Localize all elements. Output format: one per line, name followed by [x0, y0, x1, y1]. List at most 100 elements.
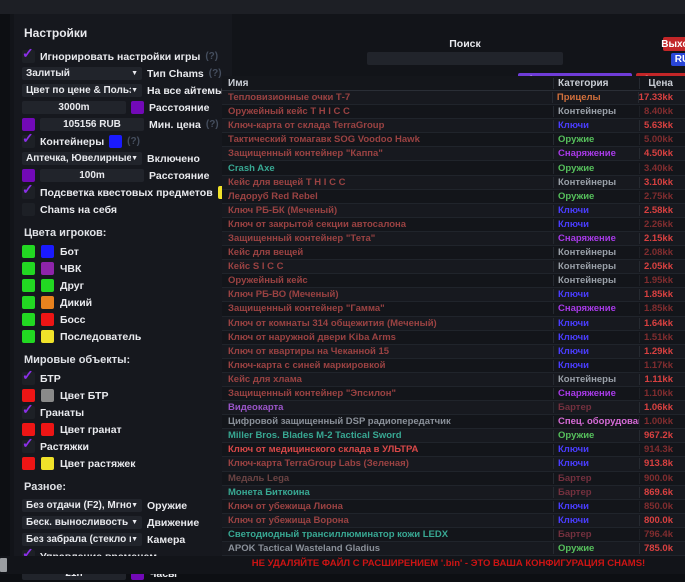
settings-row-label: Гранаты: [40, 406, 85, 419]
table-row[interactable]: Ключ-карта с синей маркировкой Ключи 1.17k…: [222, 358, 685, 373]
language-button[interactable]: RU: [671, 53, 685, 66]
dropdown[interactable]: Аптечка, Ювелирные и...▼: [22, 152, 142, 165]
table-row[interactable]: Защищенный контейнер "Каппа" Снаряжение 4.…: [222, 147, 685, 162]
left-scrollbar-thumb[interactable]: [0, 558, 7, 572]
color-pair-row: Последователь: [22, 328, 232, 345]
value-input[interactable]: 3000m: [22, 101, 126, 114]
color-swatch[interactable]: [41, 457, 54, 470]
table-row[interactable]: Ключ РБ-ВО (Меченый) Ключи 1.85kk: [222, 288, 685, 303]
color-swatch[interactable]: [22, 169, 35, 182]
color-swatch[interactable]: [109, 135, 123, 148]
item-category: Ключи: [553, 289, 639, 301]
table-row[interactable]: Светодиодный трансиллюминатор кожи LEDX Б…: [222, 527, 685, 542]
settings-row-label: Оружие: [147, 499, 188, 512]
checkbox[interactable]: ✓: [22, 131, 35, 148]
table-row[interactable]: Видеокарта Бартер 1.06kk: [222, 401, 685, 416]
item-name: Кейс S I C C: [228, 261, 284, 273]
checkbox[interactable]: ✓: [22, 402, 35, 419]
color-swatch[interactable]: [41, 330, 54, 343]
dropdown[interactable]: Без забрала (стекло шлема)▼: [22, 533, 142, 546]
item-category: Ключи: [553, 120, 639, 132]
color-swatch[interactable]: [131, 101, 144, 114]
color-swatch[interactable]: [41, 389, 54, 402]
table-row[interactable]: Защищенный контейнер "Тета" Снаряжение 2.1…: [222, 231, 685, 247]
checkbox[interactable]: ✓: [22, 436, 35, 453]
dropdown[interactable]: Без отдачи (F2), Мгновенное п▼: [22, 499, 142, 512]
item-price: 17.33kk: [637, 92, 685, 104]
table-row[interactable]: Ледоруб Red Rebel Оружие 2.75kk: [222, 189, 685, 204]
checkbox[interactable]: ✓: [22, 46, 35, 63]
color-swatch[interactable]: [41, 262, 54, 275]
color-swatch[interactable]: [41, 245, 54, 258]
table-row[interactable]: Ключ от медицинского склада в УЛЬТРА Ключ…: [222, 443, 685, 458]
checkbox[interactable]: ✓: [22, 368, 35, 385]
item-name: Crash Axe: [228, 162, 275, 174]
item-name: Тепловизионные очки Т-7: [228, 92, 351, 104]
table-row[interactable]: Кейс S I C C Контейнеры 2.05kk: [222, 260, 685, 275]
color-swatch[interactable]: [22, 296, 35, 309]
checkbox[interactable]: ✓: [22, 182, 35, 199]
table-row[interactable]: Цифровой защищенный DSP радиопередатчик С…: [222, 415, 685, 430]
hint-icon: (?): [205, 119, 219, 130]
item-price: 796.4k: [639, 528, 685, 540]
table-row[interactable]: Ключ от наружной двери Kiba Arms Ключи 1.5…: [222, 330, 685, 345]
item-price: 1.06kk: [639, 402, 685, 414]
table-row[interactable]: Тепловизионные очки Т-7 Прицелы 17.33kk: [222, 91, 685, 106]
color-swatch[interactable]: [41, 296, 54, 309]
item-price: 1.00kk: [639, 416, 685, 428]
color-swatch[interactable]: [22, 330, 35, 343]
table-row[interactable]: Crash Axe Оружие 3.40kk: [222, 161, 685, 176]
color-swatch[interactable]: [41, 279, 54, 292]
table-row[interactable]: Кейс для вещей T H I C C Контейнеры 3.10kk: [222, 175, 685, 190]
table-row[interactable]: Кейс для хлама Контейнеры 1.11kk: [222, 372, 685, 387]
table-row[interactable]: Защищенный контейнер "Эпсилон" Снаряжение…: [222, 386, 685, 402]
dropdown-value: Залитый: [26, 68, 70, 79]
table-row[interactable]: Ключ от убежища Лиона Ключи 850.0k: [222, 499, 685, 514]
exit-button[interactable]: Выход: [661, 37, 685, 51]
checkbox[interactable]: [22, 203, 35, 216]
table-row[interactable]: Miller Bros. Blades M-2 Tactical Sword Ор…: [222, 429, 685, 444]
color-pair-row: ЧВК: [22, 260, 232, 277]
color-swatch[interactable]: [22, 118, 35, 131]
color-pair-row: Цвет гранат: [22, 421, 232, 438]
item-category: Ключи: [553, 514, 639, 526]
item-category: Бартер: [553, 402, 639, 414]
table-row[interactable]: Ключ-карта TerraGroup Labs (Зеленая) Ключ…: [222, 457, 685, 472]
color-swatch[interactable]: [41, 423, 54, 436]
table-row[interactable]: Ключ РБ-БК (Меченый) Ключи 2.58kk: [222, 203, 685, 218]
value-input[interactable]: 100m: [40, 169, 144, 182]
table-row[interactable]: Защищенный контейнер "Гамма" Снаряжение 1.…: [222, 302, 685, 317]
table-row[interactable]: Тактический томагавк SOG Voodoo Hawk Оруж…: [222, 133, 685, 148]
table-row[interactable]: Кейс для вещей Контейнеры 2.08kk: [222, 246, 685, 261]
color-swatch[interactable]: [22, 313, 35, 326]
color-swatch[interactable]: [22, 457, 35, 470]
item-category: Бартер: [553, 486, 639, 498]
dropdown[interactable]: Залитый ▼: [22, 67, 142, 80]
item-name: Ключ от наружной двери Kiba Arms: [228, 331, 396, 343]
item-price: 850.0k: [639, 500, 685, 512]
table-row[interactable]: Оружейный кейс Контейнеры 1.95kk: [222, 274, 685, 289]
table-row[interactable]: Ключ от комнаты 314 общежития (Меченый) К…: [222, 316, 685, 331]
dropdown[interactable]: Беск. выносливость и нет уста▼: [22, 516, 142, 529]
table-row[interactable]: Ключ от закрытой секции автосалона Ключи 2…: [222, 217, 685, 232]
color-swatch[interactable]: [22, 423, 35, 436]
color-swatch[interactable]: [22, 279, 35, 292]
table-row[interactable]: Ключ от убежища Ворона Ключи 800.0k: [222, 513, 685, 528]
color-pair-row: Босс: [22, 311, 232, 328]
item-name: Ключ от убежища Лиона: [228, 500, 343, 512]
color-swatch[interactable]: [22, 389, 35, 402]
table-row[interactable]: Ключ от квартиры на Чеканной 15 Ключи 1.29…: [222, 344, 685, 359]
value-input[interactable]: 105156 RUB: [40, 118, 144, 131]
table-row[interactable]: Медаль Lega Бартер 900.0k: [222, 471, 685, 486]
color-swatch[interactable]: [22, 245, 35, 258]
item-price: 1.85kk: [639, 289, 685, 301]
table-row[interactable]: Ключ-карта от склада TerraGroup Ключи 5.63…: [222, 119, 685, 134]
search-input[interactable]: [367, 52, 563, 65]
item-price: 913.8k: [639, 458, 685, 470]
table-row[interactable]: Монета Биткоина Бартер 869.6k: [222, 485, 685, 500]
color-swatch[interactable]: [41, 313, 54, 326]
table-row[interactable]: Оружейный кейс T H I C C Контейнеры 8.40kk: [222, 105, 685, 120]
color-swatch[interactable]: [22, 262, 35, 275]
dropdown[interactable]: Цвет по цене & Пользователь▼: [22, 84, 142, 97]
table-row[interactable]: APOK Tactical Wasteland Gladius Оружие 785…: [222, 542, 685, 556]
